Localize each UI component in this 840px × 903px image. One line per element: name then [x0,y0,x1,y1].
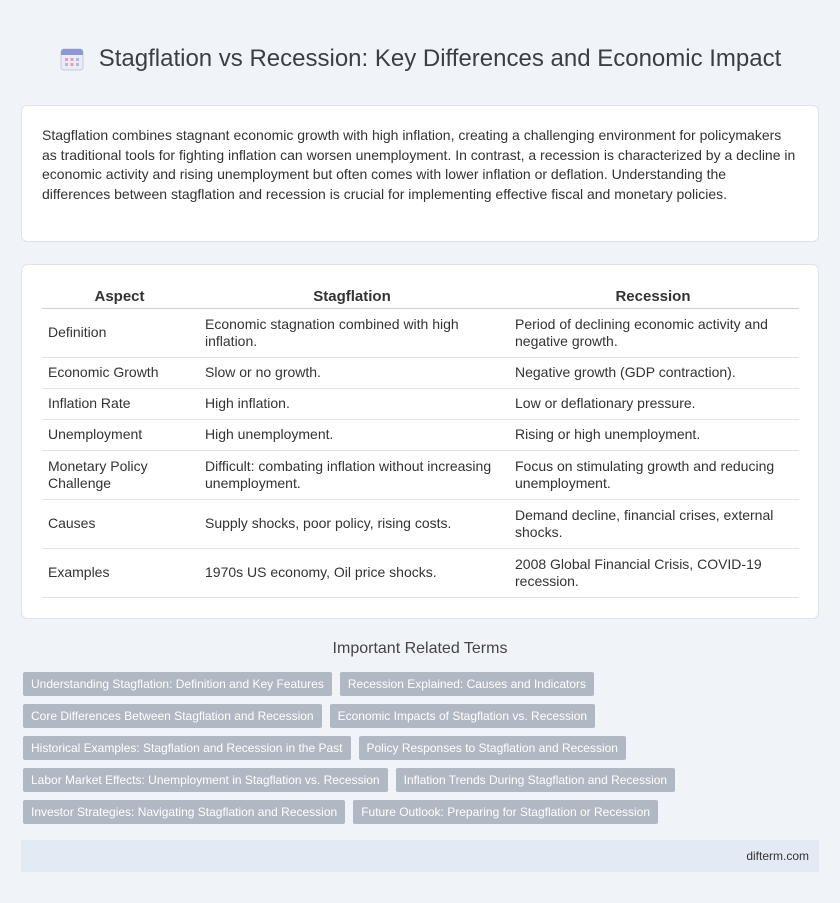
related-term-tag[interactable]: Policy Responses to Stagflation and Rece… [358,736,626,760]
related-term-tag[interactable]: Understanding Stagflation: Definition an… [23,672,332,696]
row-stagflation: 1970s US economy, Oil price shocks. [197,549,507,598]
related-terms-list: Understanding Stagflation: Definition an… [23,672,823,832]
row-recession: Low or deflationary pressure. [507,389,799,420]
row-stagflation: High unemployment. [197,420,507,451]
row-stagflation: Difficult: combating inflation without i… [197,451,507,500]
intro-text: Stagflation combines stagnant economic g… [42,127,796,202]
footer-site-link[interactable]: difterm.com [746,849,809,863]
row-recession: Rising or high unemployment. [507,420,799,451]
related-term-tag[interactable]: Core Differences Between Stagflation and… [23,704,322,728]
tag-row: Historical Examples: Stagflation and Rec… [23,736,823,760]
related-term-tag[interactable]: Historical Examples: Stagflation and Rec… [23,736,351,760]
row-recession: Focus on stimulating growth and reducing… [507,451,799,500]
header-inner: Stagflation vs Recession: Key Difference… [59,45,782,73]
table-row: Unemployment High unemployment. Rising o… [42,420,799,451]
row-aspect: Economic Growth [42,358,197,389]
row-recession: Demand decline, financial crises, extern… [507,500,799,549]
related-term-tag[interactable]: Future Outlook: Preparing for Stagflatio… [353,800,659,824]
row-aspect: Examples [42,549,197,598]
page-title: Stagflation vs Recession: Key Difference… [98,45,782,72]
tag-row: Core Differences Between Stagflation and… [23,704,823,728]
header-aspect: Aspect [42,285,197,309]
related-term-tag[interactable]: Economic Impacts of Stagflation vs. Rece… [329,704,596,728]
table-row: Economic Growth Slow or no growth. Negat… [42,358,799,389]
related-terms-title: Important Related Terms [332,640,508,657]
row-aspect: Monetary Policy Challenge [42,451,197,500]
header-recession: Recession [507,285,799,309]
row-stagflation: Supply shocks, poor policy, rising costs… [197,500,507,549]
row-recession: Period of declining economic activity an… [507,309,799,358]
page-footer: difterm.com [21,840,819,872]
related-term-tag[interactable]: Investor Strategies: Navigating Stagflat… [23,800,346,824]
tag-row: Understanding Stagflation: Definition an… [23,672,823,696]
tag-row: Labor Market Effects: Unemployment in St… [23,768,823,792]
table-row: Inflation Rate High inflation. Low or de… [42,389,799,420]
header-stagflation: Stagflation [197,285,507,309]
row-stagflation: High inflation. [197,389,507,420]
table-header-row: Aspect Stagflation Recession [42,285,799,309]
row-aspect: Definition [42,309,197,358]
table-row: Causes Supply shocks, poor policy, risin… [42,500,799,549]
tag-row: Investor Strategies: Navigating Stagflat… [23,800,823,824]
row-aspect: Causes [42,500,197,549]
table-row: Definition Economic stagnation combined … [42,309,799,358]
intro-card: Stagflation combines stagnant economic g… [21,105,819,242]
table-row: Monetary Policy Challenge Difficult: com… [42,451,799,500]
row-recession: Negative growth (GDP contraction). [507,358,799,389]
related-term-tag[interactable]: Labor Market Effects: Unemployment in St… [23,768,388,792]
related-term-tag[interactable]: Recession Explained: Causes and Indicato… [339,672,594,696]
row-stagflation: Slow or no growth. [197,358,507,389]
row-recession: 2008 Global Financial Crisis, COVID-19 r… [507,549,799,598]
related-term-tag[interactable]: Inflation Trends During Stagflation and … [395,768,676,792]
row-aspect: Unemployment [42,420,197,451]
table-row: Examples 1970s US economy, Oil price sho… [42,549,799,598]
comparison-table: Aspect Stagflation Recession Definition … [42,285,799,598]
calendar-icon [60,48,84,71]
row-stagflation: Economic stagnation combined with high i… [197,309,507,358]
page-header: Stagflation vs Recession: Key Difference… [0,0,840,104]
comparison-table-card: Aspect Stagflation Recession Definition … [21,264,819,619]
row-aspect: Inflation Rate [42,389,197,420]
